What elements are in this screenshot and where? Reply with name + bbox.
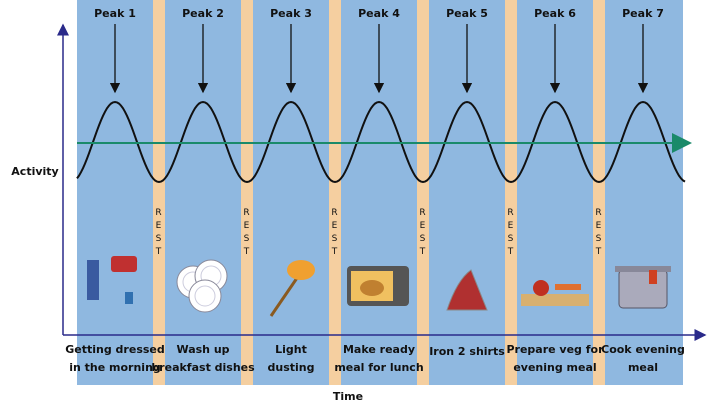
- activity-icon: [347, 266, 409, 306]
- rest-label: REST: [330, 208, 340, 260]
- background: REST REST REST REST REST REST: [77, 0, 683, 385]
- peak-label: Peak 6: [534, 7, 576, 20]
- peak-label: Peak 4: [358, 7, 400, 20]
- icon: [555, 284, 581, 290]
- activity-label: Make ready: [343, 343, 415, 356]
- activity-icon: [615, 266, 671, 309]
- icon: [111, 256, 137, 272]
- activity-label: Cook evening: [601, 343, 685, 356]
- activity-icon: [269, 260, 315, 317]
- activity-label: breakfast dishes: [151, 361, 255, 374]
- rest-strip: [417, 0, 429, 385]
- activity-icon: [521, 280, 589, 306]
- activity-label: meal: [628, 361, 658, 374]
- rest-label: REST: [594, 208, 604, 260]
- rest-label: REST: [506, 208, 516, 260]
- icon: [533, 280, 549, 296]
- foreground: Peak 1 Getting dressed in the morning Peak …: [65, 7, 692, 374]
- x-axis-label: Time: [333, 390, 363, 403]
- icon: [87, 260, 99, 300]
- peak-label: Peak 3: [270, 7, 312, 20]
- panel: [605, 0, 683, 385]
- icon: [615, 266, 671, 272]
- peak-label: Peak 1: [94, 7, 136, 20]
- activity-label: evening meal: [513, 361, 596, 374]
- rest-strip: [505, 0, 517, 385]
- icon: [521, 294, 589, 306]
- activity-label: Light: [275, 343, 307, 356]
- rest-label: REST: [418, 208, 428, 260]
- rest-strip: [241, 0, 253, 385]
- y-axis-label: Activity: [11, 165, 58, 178]
- peak-label: Peak 5: [446, 7, 488, 20]
- peak-label: Peak 2: [182, 7, 224, 20]
- icon: [194, 285, 216, 307]
- activity-icon: [87, 256, 137, 304]
- activity-icon: [446, 269, 488, 311]
- rest-label: REST: [242, 208, 252, 260]
- activity-label: Wash up: [176, 343, 229, 356]
- icon: [269, 277, 299, 317]
- activity-wave: [76, 100, 686, 184]
- icon: [360, 280, 384, 296]
- icon: [649, 270, 657, 284]
- activity-label: dusting: [268, 361, 315, 374]
- icon: [125, 292, 133, 304]
- activity-label: in the morning: [69, 361, 161, 374]
- activity-label: Iron 2 shirts: [429, 345, 505, 358]
- rest-strip: [593, 0, 605, 385]
- activity-label: Getting dressed: [65, 343, 165, 356]
- icon: [618, 269, 668, 309]
- peak-label: Peak 7: [622, 7, 664, 20]
- icon: [287, 260, 315, 280]
- rest-label: REST: [154, 208, 164, 260]
- rest-strip: [329, 0, 341, 385]
- icon: [446, 269, 488, 311]
- activity-label: meal for lunch: [334, 361, 423, 374]
- rest-strip: [153, 0, 165, 385]
- activity-label: Prepare veg for: [506, 343, 604, 356]
- activity-icon: [176, 259, 228, 313]
- icon: [188, 279, 222, 313]
